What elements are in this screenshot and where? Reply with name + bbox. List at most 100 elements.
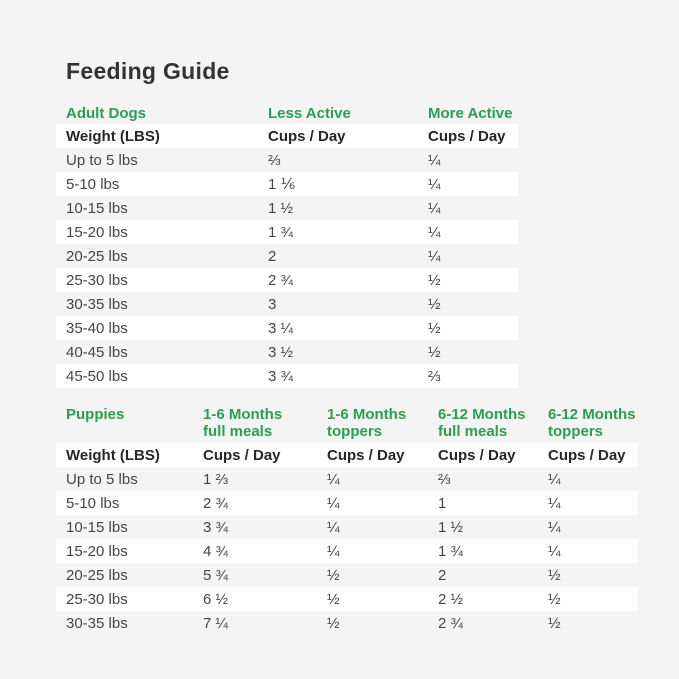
column-header-line: full meals xyxy=(438,423,508,440)
puppies-section-header-row: Puppies 1-6 Months full meals 1-6 Months… xyxy=(56,404,637,443)
full-meals-1-6-cell: 3 ¾ xyxy=(203,518,229,536)
weight-cell: 30-35 lbs xyxy=(66,295,128,313)
toppers-6-12-cell: ½ xyxy=(548,614,561,632)
toppers-1-6-cell: ½ xyxy=(327,614,340,632)
cups-per-day-header: Cups / Day xyxy=(203,446,281,464)
table-row: 40-45 lbs 3 ½ ½ xyxy=(56,340,518,364)
table-row: 30-35 lbs 7 ¼ ½ 2 ¾ ½ xyxy=(56,611,637,635)
weight-cell: 15-20 lbs xyxy=(66,223,128,241)
column-header-line: toppers xyxy=(327,423,383,440)
full-meals-6-12-cell: 2 ½ xyxy=(438,590,464,608)
full-meals-6-12-cell: 1 xyxy=(438,494,447,512)
more-active-cups-cell: ¼ xyxy=(428,175,441,193)
column-header-more-active: More Active xyxy=(428,105,513,122)
cups-per-day-header: Cups / Day xyxy=(548,446,626,464)
full-meals-1-6-cell: 2 ¾ xyxy=(203,494,229,512)
less-active-cups-cell: 1 ¾ xyxy=(268,223,294,241)
less-active-cups-cell: 2 xyxy=(268,247,277,265)
section-label-puppies: Puppies xyxy=(66,406,125,423)
column-header-line: 6-12 Months xyxy=(438,406,526,423)
weight-cell: 15-20 lbs xyxy=(66,542,128,560)
table-row: 25-30 lbs 6 ½ ½ 2 ½ ½ xyxy=(56,587,637,611)
full-meals-6-12-cell: 1 ½ xyxy=(438,518,464,536)
weight-cell: 20-25 lbs xyxy=(66,247,128,265)
toppers-6-12-cell: ½ xyxy=(548,566,561,584)
toppers-6-12-cell: ¼ xyxy=(548,494,561,512)
weight-cell: 35-40 lbs xyxy=(66,319,128,337)
full-meals-6-12-cell: 1 ¾ xyxy=(438,542,464,560)
weight-cell: 20-25 lbs xyxy=(66,566,128,584)
column-header-line: 1-6 Months xyxy=(327,406,407,423)
more-active-cups-cell: ¼ xyxy=(428,247,441,265)
weight-cell: 30-35 lbs xyxy=(66,614,128,632)
column-header-6-12-toppers: 6-12 Months toppers xyxy=(548,406,637,440)
table-row: 30-35 lbs 3 ½ xyxy=(56,292,518,316)
less-active-cups-cell: 1 ⅙ xyxy=(268,176,296,193)
weight-cell: Up to 5 lbs xyxy=(66,470,138,488)
weight-cell: 45-50 lbs xyxy=(66,367,128,385)
weight-cell: 25-30 lbs xyxy=(66,590,128,608)
more-active-cups-cell: ½ xyxy=(428,295,441,313)
toppers-1-6-cell: ¼ xyxy=(327,542,340,560)
table-row: 5-10 lbs 1 ⅙ ¼ xyxy=(56,172,518,196)
page-title: Feeding Guide xyxy=(66,58,230,84)
full-meals-6-12-cell: 2 ¾ xyxy=(438,614,464,632)
cups-per-day-header: Cups / Day xyxy=(327,446,405,464)
column-header-line: toppers xyxy=(548,423,604,440)
more-active-cups-cell: ¼ xyxy=(428,223,441,241)
column-header-1-6-toppers: 1-6 Months toppers xyxy=(327,406,438,440)
adult-subheader-row: Weight (LBS) Cups / Day Cups / Day xyxy=(56,124,518,148)
full-meals-6-12-cell: ⅔ xyxy=(438,470,451,488)
full-meals-1-6-cell: 7 ¼ xyxy=(203,614,229,632)
table-row: 15-20 lbs 1 ¾ ¼ xyxy=(56,220,518,244)
column-header-line: 1-6 Months xyxy=(203,406,283,423)
toppers-6-12-cell: ¼ xyxy=(548,470,561,488)
toppers-6-12-cell: ½ xyxy=(548,590,561,608)
full-meals-1-6-cell: 4 ¾ xyxy=(203,542,229,560)
weight-cell: 40-45 lbs xyxy=(66,343,128,361)
toppers-1-6-cell: ½ xyxy=(327,566,340,584)
column-header-line: full meals xyxy=(203,423,273,440)
cups-per-day-header: Cups / Day xyxy=(428,127,506,145)
more-active-cups-cell: ¼ xyxy=(428,199,441,217)
table-row: 20-25 lbs 2 ¼ xyxy=(56,244,518,268)
table-row: 45-50 lbs 3 ¾ ⅔ xyxy=(56,364,518,388)
table-row: Up to 5 lbs ⅔ ¼ xyxy=(56,148,518,172)
cups-per-day-header: Cups / Day xyxy=(438,446,516,464)
table-row: 10-15 lbs 1 ½ ¼ xyxy=(56,196,518,220)
toppers-1-6-cell: ¼ xyxy=(327,518,340,536)
toppers-1-6-cell: ½ xyxy=(327,590,340,608)
column-header-6-12-full-meals: 6-12 Months full meals xyxy=(438,406,548,440)
less-active-cups-cell: 3 ¾ xyxy=(268,367,294,385)
less-active-cups-cell: 2 ¾ xyxy=(268,271,294,289)
weight-cell: 5-10 lbs xyxy=(66,494,120,512)
table-row: 10-15 lbs 3 ¾ ¼ 1 ½ ¼ xyxy=(56,515,637,539)
weight-cell: 10-15 lbs xyxy=(66,199,128,217)
toppers-1-6-cell: ¼ xyxy=(327,494,340,512)
less-active-cups-cell: 3 ¼ xyxy=(268,319,294,337)
weight-cell: 10-15 lbs xyxy=(66,518,128,536)
more-active-cups-cell: ½ xyxy=(428,319,441,337)
cups-per-day-header: Cups / Day xyxy=(268,127,346,145)
puppies-subheader-row: Weight (LBS) Cups / Day Cups / Day Cups … xyxy=(56,443,637,467)
adult-table-body: Up to 5 lbs ⅔ ¼ 5-10 lbs 1 ⅙ ¼ 10-15 lbs… xyxy=(56,148,518,388)
full-meals-1-6-cell: 1 ⅔ xyxy=(203,470,229,488)
table-row: 20-25 lbs 5 ¾ ½ 2 ½ xyxy=(56,563,637,587)
toppers-6-12-cell: ¼ xyxy=(548,542,561,560)
full-meals-6-12-cell: 2 xyxy=(438,566,447,584)
table-row: 15-20 lbs 4 ¾ ¼ 1 ¾ ¼ xyxy=(56,539,637,563)
more-active-cups-cell: ⅔ xyxy=(428,367,441,385)
puppies-table: Puppies 1-6 Months full meals 1-6 Months… xyxy=(56,404,637,635)
table-row: 25-30 lbs 2 ¾ ½ xyxy=(56,268,518,292)
full-meals-1-6-cell: 5 ¾ xyxy=(203,566,229,584)
weight-cell: Up to 5 lbs xyxy=(66,151,138,169)
more-active-cups-cell: ¼ xyxy=(428,151,441,169)
toppers-1-6-cell: ¼ xyxy=(327,470,340,488)
column-header-less-active: Less Active xyxy=(268,105,351,122)
column-header-1-6-full-meals: 1-6 Months full meals xyxy=(203,406,327,440)
less-active-cups-cell: 3 ½ xyxy=(268,343,294,361)
table-row: Up to 5 lbs 1 ⅔ ¼ ⅔ ¼ xyxy=(56,467,637,491)
weight-cell: 5-10 lbs xyxy=(66,175,120,193)
less-active-cups-cell: ⅔ xyxy=(268,151,281,169)
